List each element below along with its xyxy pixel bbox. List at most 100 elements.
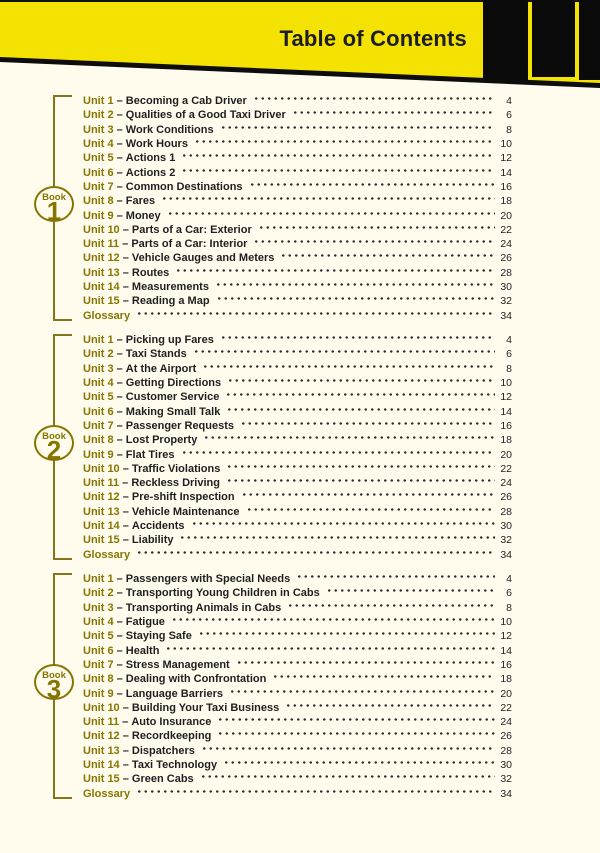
entry-title: Flat Tires <box>125 448 175 461</box>
book-badge-word: Book <box>42 191 66 203</box>
entry-separator: – <box>113 630 126 643</box>
entry-separator: – <box>113 673 126 686</box>
toc-entry: Unit 5 – Actions 1 12 <box>83 150 512 164</box>
unit-label: Unit 15 <box>83 534 120 547</box>
dotted-leader <box>214 279 495 291</box>
dotted-leader <box>197 628 495 640</box>
unit-label: Unit 10 <box>83 462 120 475</box>
page-number: 28 <box>500 266 512 279</box>
toc-entry: Unit 8 – Dealing with Confrontation 18 <box>83 671 512 685</box>
page-number: 30 <box>500 281 512 294</box>
dotted-leader <box>272 671 495 683</box>
unit-label: Unit 13 <box>83 744 120 757</box>
page-number: 14 <box>500 166 512 179</box>
unit-label: Unit 4 <box>83 615 114 628</box>
toc-entry: Unit 13 – Routes 28 <box>83 264 512 279</box>
entry-title: Dispatchers <box>131 744 195 757</box>
dotted-leader <box>280 250 495 262</box>
book-section-1: Book 1 Unit 1 – Becoming a Cab Driver 4 Unit… <box>0 93 600 322</box>
unit-label: Unit 1 <box>83 95 114 107</box>
toc-entry: Unit 14 – Taxi Technology 30 <box>83 757 512 771</box>
dotted-leader <box>248 178 495 190</box>
page-number: 24 <box>500 238 512 251</box>
entry-separator: – <box>119 716 132 729</box>
toc-entry: Unit 10 – Building Your Taxi Business 22 <box>83 699 512 714</box>
entry-title: Liability <box>131 534 174 547</box>
toc-entry: Unit 3 – At the Airport 8 <box>83 360 512 375</box>
unit-label: Unit 3 <box>83 601 114 614</box>
toc-entry: Unit 8 – Fares 18 <box>83 193 512 207</box>
entry-separator: – <box>119 223 132 236</box>
entry-title: At the Airport <box>125 362 197 375</box>
entry-title: Actions 1 <box>125 152 176 165</box>
unit-label: Unit 7 <box>83 419 114 432</box>
dotted-leader <box>219 332 495 343</box>
entry-separator: – <box>113 448 126 461</box>
entry-separator: – <box>113 573 126 585</box>
entry-title: Common Destinations <box>125 180 243 193</box>
unit-label: Unit 9 <box>83 687 114 700</box>
entry-title: Building Your Taxi Business <box>131 701 280 714</box>
entry-title: Pre-shift Inspection <box>131 491 235 504</box>
entry-separator: – <box>119 744 132 757</box>
dotted-leader <box>225 389 495 401</box>
page-number: 10 <box>500 137 512 150</box>
toc-entry: Unit 7 – Stress Management 16 <box>83 656 512 671</box>
book-badge-circle <box>34 424 74 461</box>
unit-label: Unit 13 <box>83 266 120 279</box>
dotted-leader <box>192 346 495 358</box>
unit-label: Unit 13 <box>83 505 120 518</box>
toc-sections: Book 1 Unit 1 – Becoming a Cab Driver 4 Unit… <box>0 90 600 810</box>
toc-entry: Unit 9 – Language Barriers 20 <box>83 685 512 700</box>
unit-label: Unit 6 <box>83 644 114 657</box>
unit-label: Unit 14 <box>83 520 120 533</box>
dotted-leader <box>226 460 495 472</box>
entry-separator: – <box>119 730 132 743</box>
toc-entry-glossary: Glossary 34 <box>83 546 512 561</box>
dotted-leader <box>252 93 495 104</box>
book-badge-circle <box>34 663 74 700</box>
entry-separator: – <box>119 520 132 533</box>
toc-entry: Unit 14 – Measurements 30 <box>83 279 512 293</box>
toc-entry: Unit 7 – Passenger Requests 16 <box>83 417 512 432</box>
page-number: 10 <box>500 376 512 389</box>
unit-label: Unit 12 <box>83 730 120 743</box>
entry-separator: – <box>119 773 132 786</box>
book-section-2: Book 2 Unit 1 – Picking up Fares 4 Unit 2 – … <box>0 332 600 561</box>
entry-title: Health <box>125 644 160 657</box>
dotted-leader <box>253 236 495 248</box>
book-badge-number: 1 <box>46 195 62 226</box>
toc-entry: Unit 12 – Recordkeeping 26 <box>83 728 512 742</box>
page-number: 24 <box>500 716 512 729</box>
entry-separator: – <box>113 601 126 614</box>
entry-separator: – <box>113 209 126 222</box>
toc-entry: Unit 1 – Passengers with Special Needs 4 <box>83 571 512 585</box>
toc-entry: Unit 1 – Picking up Fares 4 <box>83 332 512 346</box>
page-number: 16 <box>500 419 512 432</box>
entry-title: Passengers with Special Needs <box>125 573 291 585</box>
page-number: 22 <box>500 462 512 475</box>
page-number: 28 <box>500 505 512 518</box>
page-number: 10 <box>500 615 512 628</box>
dotted-leader <box>136 785 495 797</box>
page-number: 20 <box>500 209 512 222</box>
entry-title: Dealing with Confrontation <box>125 673 267 686</box>
unit-label: Unit 5 <box>83 391 114 404</box>
page-number: 20 <box>500 687 512 700</box>
unit-label: Unit 6 <box>83 166 114 179</box>
unit-label: Unit 10 <box>83 701 120 714</box>
entry-title: Money <box>125 209 161 222</box>
toc-entry: Unit 15 – Reading a Map 32 <box>83 293 512 307</box>
dotted-leader <box>193 135 495 147</box>
entry-separator: – <box>119 477 132 490</box>
entry-separator: – <box>119 701 132 714</box>
toc-entry: Unit 7 – Common Destinations 16 <box>83 178 512 193</box>
entry-separator: – <box>113 587 126 600</box>
dotted-leader <box>200 742 495 754</box>
toc-entry: Unit 10 – Parts of a Car: Exterior 22 <box>83 221 512 236</box>
dotted-leader <box>161 193 495 205</box>
unit-label: Unit 1 <box>83 573 114 585</box>
entry-separator: – <box>113 434 126 447</box>
page-number: 14 <box>500 644 512 657</box>
entry-title: Work Conditions <box>125 123 214 136</box>
